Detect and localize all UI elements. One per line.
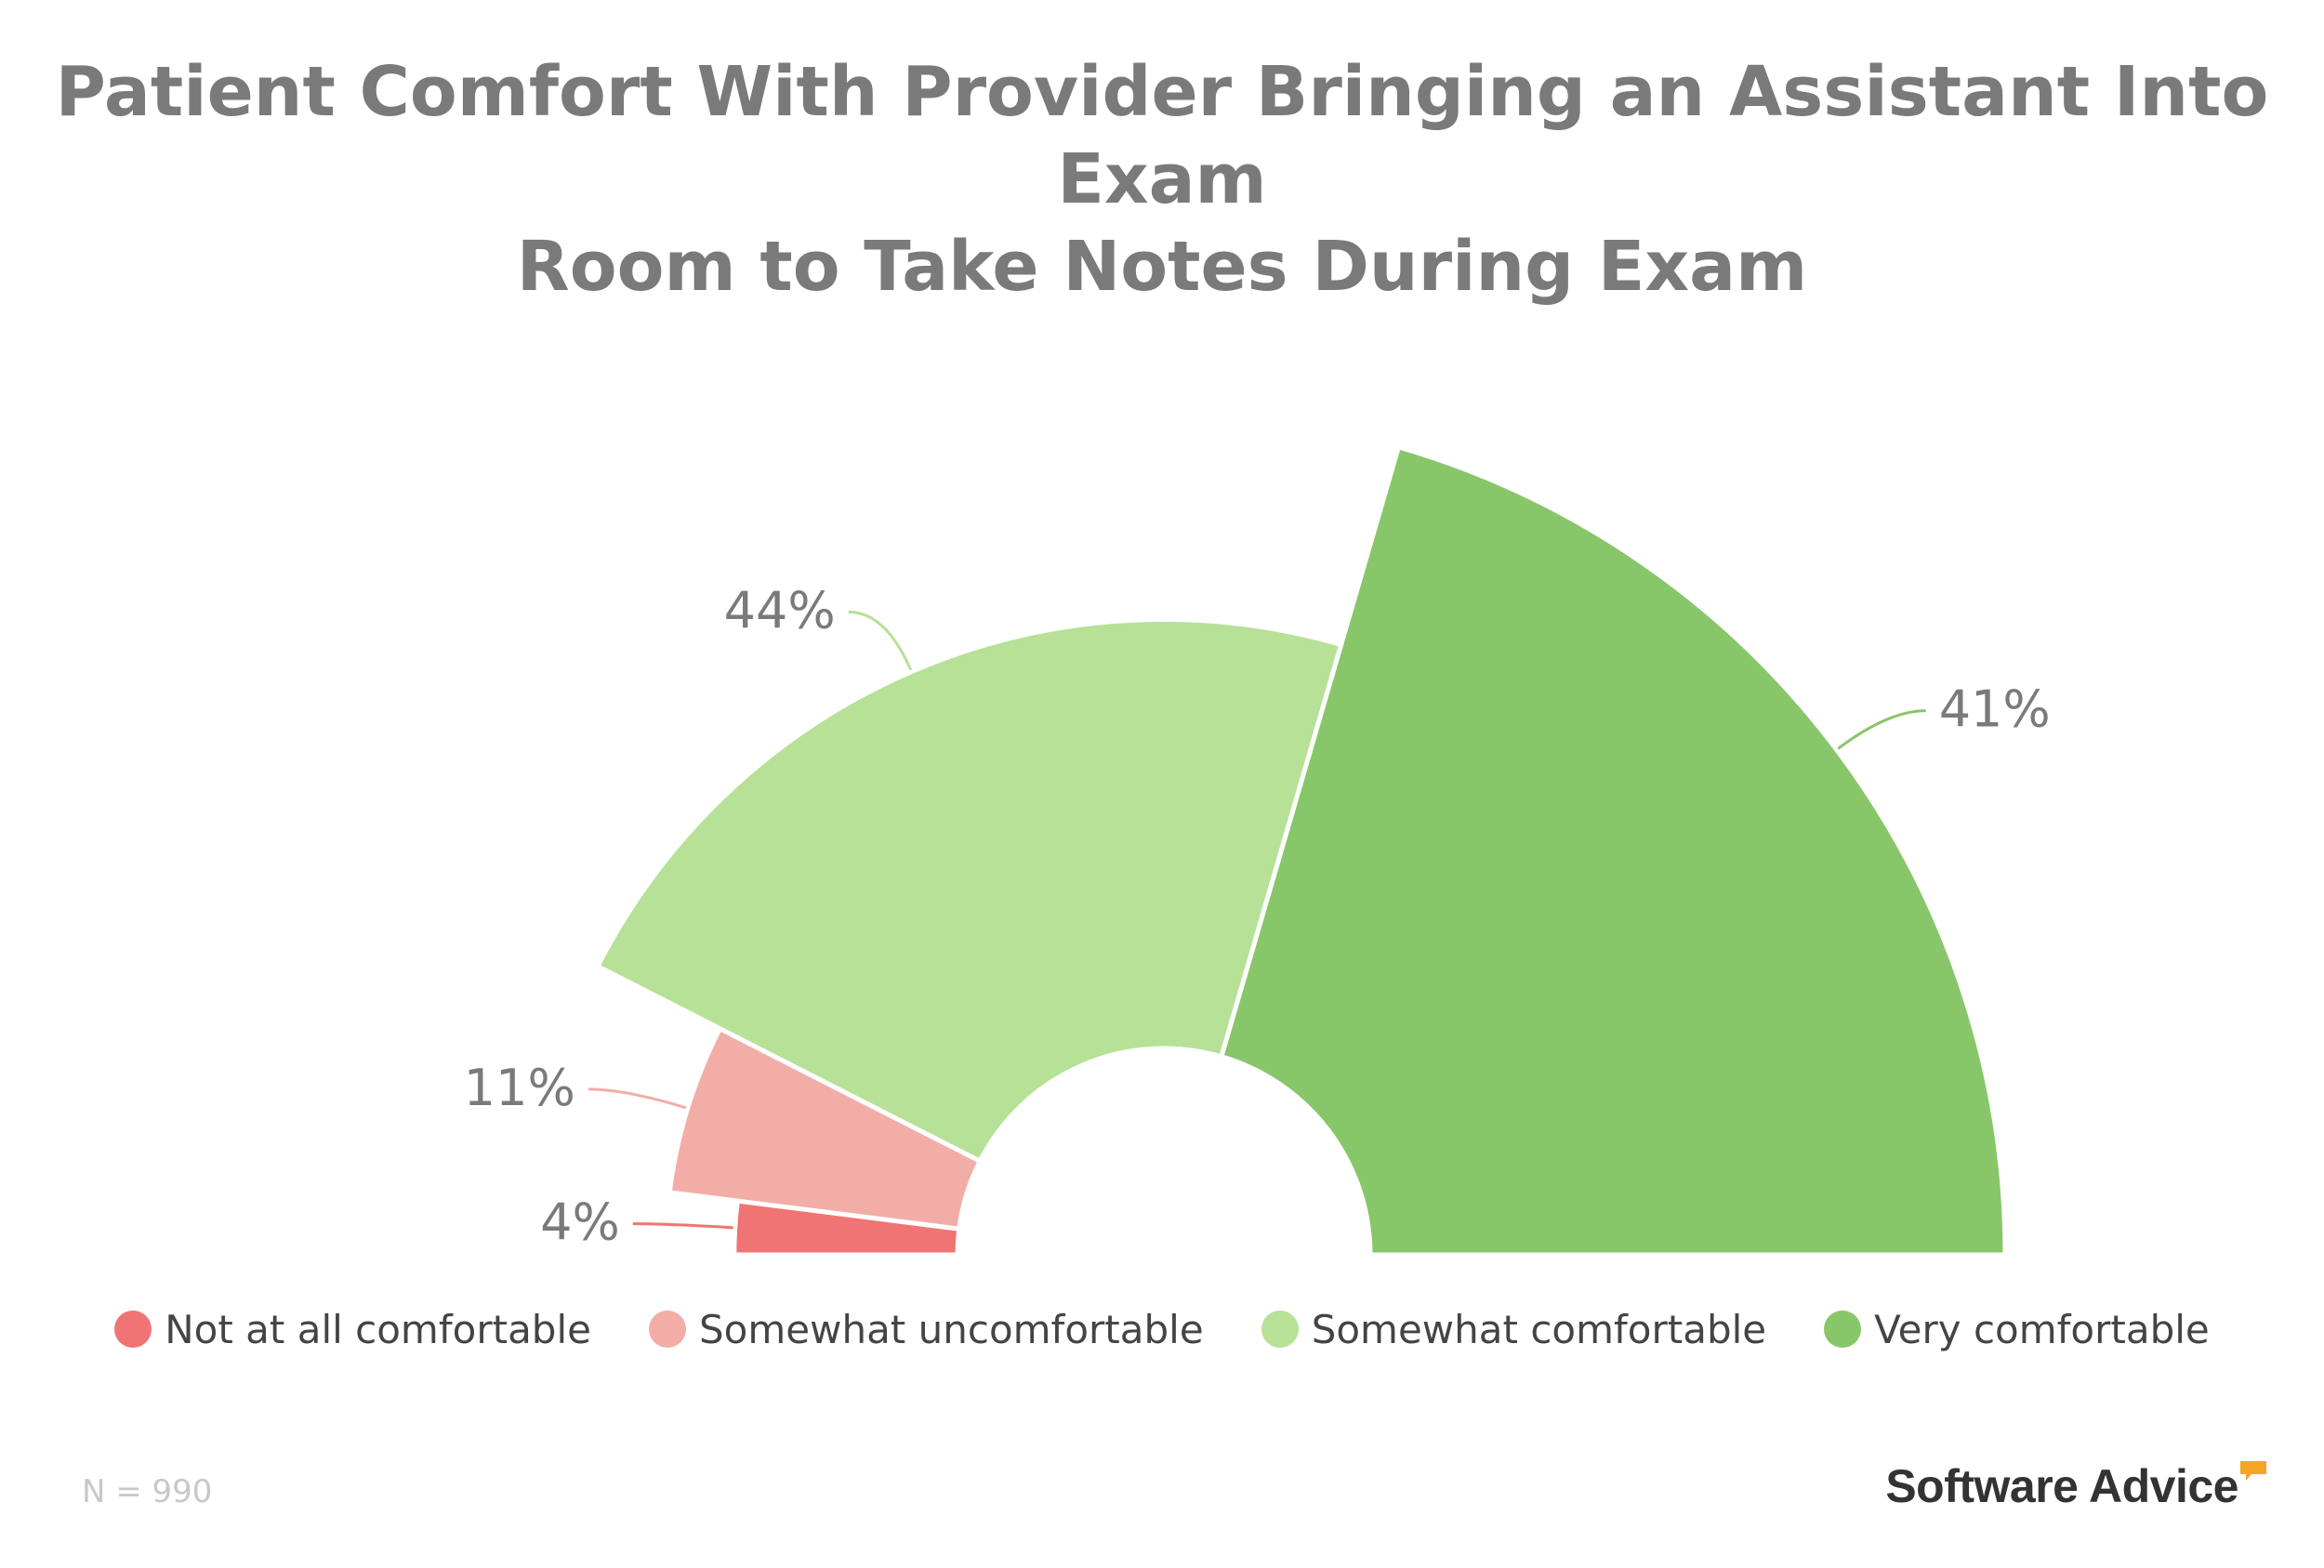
brand-name: Software Advice <box>1885 1460 2238 1512</box>
speech-bubble-icon <box>2240 1461 2266 1482</box>
leader-line-not-at-all-comfortable <box>632 1222 733 1230</box>
chart-legend: Not at all comfortable Somewhat uncomfor… <box>0 1299 2324 1359</box>
leader-line-somewhat-uncomfortable <box>588 1087 687 1110</box>
chart-title: Patient Comfort With Provider Bringing a… <box>0 48 2324 310</box>
legend-label: Not at all comfortable <box>165 1306 591 1352</box>
chart-slices <box>595 444 2008 1258</box>
data-label-somewhat-comfortable: 44% <box>724 581 836 639</box>
sample-size-note: N = 990 <box>82 1473 213 1510</box>
slice-very-comfortable[interactable] <box>1219 444 2008 1258</box>
data-label-somewhat-uncomfortable: 11% <box>464 1059 575 1117</box>
legend-label: Very comfortable <box>1874 1306 2210 1352</box>
legend-label: Somewhat uncomfortable <box>698 1306 1204 1352</box>
legend-item-not-at-all-comfortable[interactable]: Not at all comfortable <box>114 1307 591 1352</box>
legend-swatch <box>648 1311 686 1348</box>
data-label-not-at-all-comfortable: 4% <box>540 1193 620 1252</box>
legend-swatch <box>1261 1311 1299 1348</box>
legend-item-very-comfortable[interactable]: Very comfortable <box>1824 1307 2210 1352</box>
chart-title-line-1: Patient Comfort With Provider Bringing a… <box>55 52 2269 219</box>
legend-label: Somewhat comfortable <box>1311 1306 1767 1352</box>
data-label-very-comfortable: 41% <box>1939 680 2051 739</box>
chart-leader-lines <box>588 610 1926 1230</box>
chart-data-labels: 4% 11% 44% 41% <box>464 581 2051 1251</box>
slice-somewhat-comfortable[interactable] <box>595 616 1344 1164</box>
brand-logo: Software Advice <box>1885 1459 2266 1513</box>
leader-line-somewhat-comfortable <box>848 610 913 671</box>
chart-title-line-2: Room to Take Notes During Exam <box>516 227 1808 307</box>
legend-swatch <box>114 1311 152 1348</box>
legend-item-somewhat-comfortable[interactable]: Somewhat comfortable <box>1261 1307 1766 1352</box>
legend-swatch <box>1824 1311 1862 1348</box>
leader-line-very-comfortable <box>1837 709 1926 750</box>
legend-item-somewhat-uncomfortable[interactable]: Somewhat uncomfortable <box>648 1306 1204 1352</box>
